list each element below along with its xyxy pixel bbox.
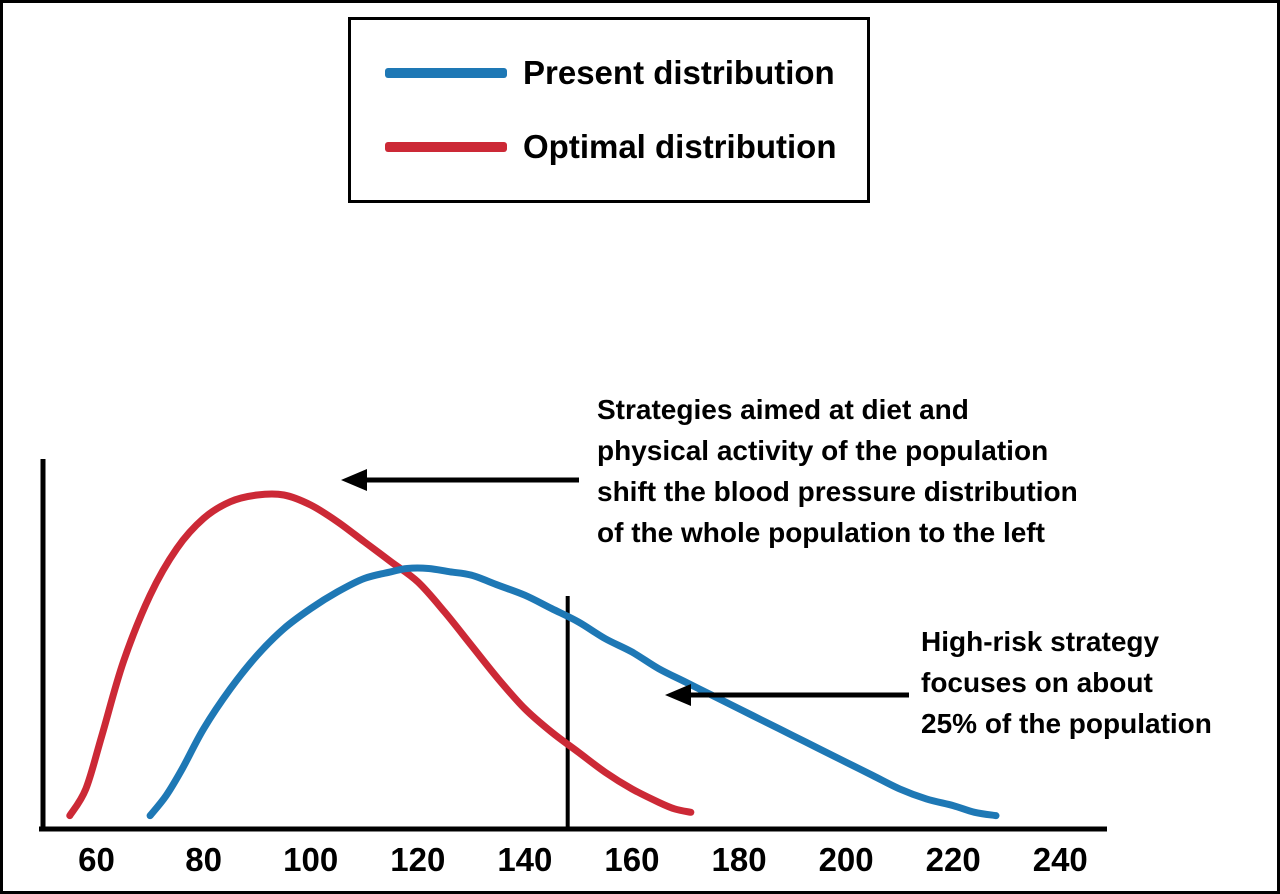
legend-item-present: Present distribution	[385, 54, 867, 92]
x-tick-label: 140	[497, 841, 552, 878]
legend-item-optimal: Optimal distribution	[385, 128, 867, 166]
x-tick-label: 240	[1033, 841, 1088, 878]
x-tick-label: 160	[604, 841, 659, 878]
legend-label: Present distribution	[523, 54, 835, 91]
x-tick-label: 200	[819, 841, 874, 878]
present-distribution-curve	[146, 564, 1000, 820]
x-tick-label: 100	[283, 841, 338, 878]
chart-svg: 60 80 100 120 140 160 180 200 220 240	[39, 459, 1107, 878]
population-strategy-arrow-head	[341, 469, 367, 491]
x-tick-label: 220	[926, 841, 981, 878]
optimal-distribution-curve	[66, 490, 695, 820]
legend-swatch	[385, 142, 507, 152]
high-risk-arrow-head	[665, 684, 691, 706]
legend-label: Optimal distribution	[523, 128, 837, 165]
x-tick-label: 120	[390, 841, 445, 878]
x-tick-label: 80	[185, 841, 222, 878]
high-risk-annotation: High-risk strategy focuses on about 25% …	[921, 626, 1212, 739]
legend-swatch	[385, 68, 507, 78]
legend: Present distribution Optimal distributio…	[348, 17, 870, 203]
population-strategy-annotation: Strategies aimed at diet and physical ac…	[597, 394, 1078, 548]
x-tick-label: 180	[711, 841, 766, 878]
x-tick-label: 60	[78, 841, 115, 878]
